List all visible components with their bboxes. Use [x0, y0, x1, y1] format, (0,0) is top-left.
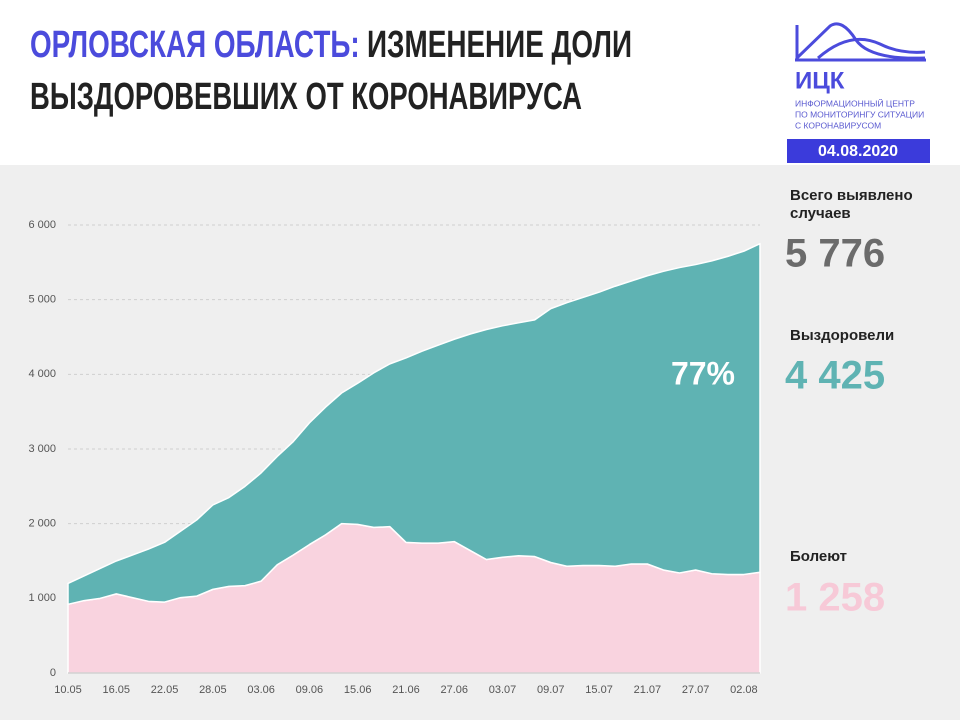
x-tick-label: 03.07	[489, 684, 517, 696]
x-tick-label: 21.07	[634, 684, 662, 696]
stat-value: 4 425	[785, 354, 885, 398]
stat-label: Болеют	[790, 548, 847, 565]
annotation: 77%	[671, 355, 735, 391]
title-text: ИЗМЕНЕНИЕ ДОЛИ	[367, 24, 632, 66]
y-tick-label: 6 000	[28, 219, 56, 231]
stat-value: 1 258	[785, 576, 885, 620]
x-tick-label: 02.08	[730, 684, 758, 696]
stat-label: случаев	[790, 205, 851, 222]
y-tick-label: 5 000	[28, 294, 56, 306]
y-tick-label: 1 000	[28, 592, 56, 604]
stat-value: 5 776	[785, 232, 885, 276]
x-tick-label: 10.05	[54, 684, 82, 696]
y-tick-label: 2 000	[28, 518, 56, 530]
x-tick-label: 09.07	[537, 684, 565, 696]
logo-line: ИНФОРМАЦИОННЫЙ ЦЕНТР	[795, 97, 915, 108]
header-bg	[0, 0, 960, 165]
title-prefix: ОРЛОВСКАЯ ОБЛАСТЬ:	[30, 24, 360, 66]
logo-text: ИЦК	[795, 67, 845, 94]
title-line-2: ВЫЗДОРОВЕВШИХ ОТ КОРОНАВИРУСА	[30, 76, 582, 118]
x-tick-label: 15.07	[585, 684, 613, 696]
x-tick-label: 27.07	[682, 684, 710, 696]
x-tick-label: 15.06	[344, 684, 372, 696]
date-box	[787, 139, 930, 163]
logo-line: С КОРОНАВИРУСОМ	[795, 120, 881, 130]
stat-label: Выздоровели	[790, 327, 894, 344]
x-tick-label: 21.06	[392, 684, 420, 696]
area	[67, 242, 761, 606]
stat-label: Всего выявлено	[790, 187, 913, 204]
x-tick-label: 28.05	[199, 684, 227, 696]
logo-line: ПО МОНИТОРИНГУ СИТУАЦИИ	[795, 109, 924, 119]
x-tick-label: 09.06	[296, 684, 324, 696]
x-tick-label: 16.05	[103, 684, 131, 696]
x-tick-label: 22.05	[151, 684, 179, 696]
y-tick-label: 0	[50, 667, 56, 679]
logo-mark	[795, 22, 926, 62]
date: 04.08.2020	[818, 143, 898, 160]
y-tick-label: 4 000	[28, 368, 56, 380]
y-tick-label: 3 000	[28, 443, 56, 455]
x-tick-label: 27.06	[440, 684, 468, 696]
title-line-1: ОРЛОВСКАЯ ОБЛАСТЬ:ИЗМЕНЕНИЕ ДОЛИ	[30, 24, 632, 66]
plot: 0 1 000 2 000 3 000 4 000 5 000 6 000 10.05 16.0…	[28, 219, 761, 696]
x-tick-label: 03.06	[247, 684, 275, 696]
